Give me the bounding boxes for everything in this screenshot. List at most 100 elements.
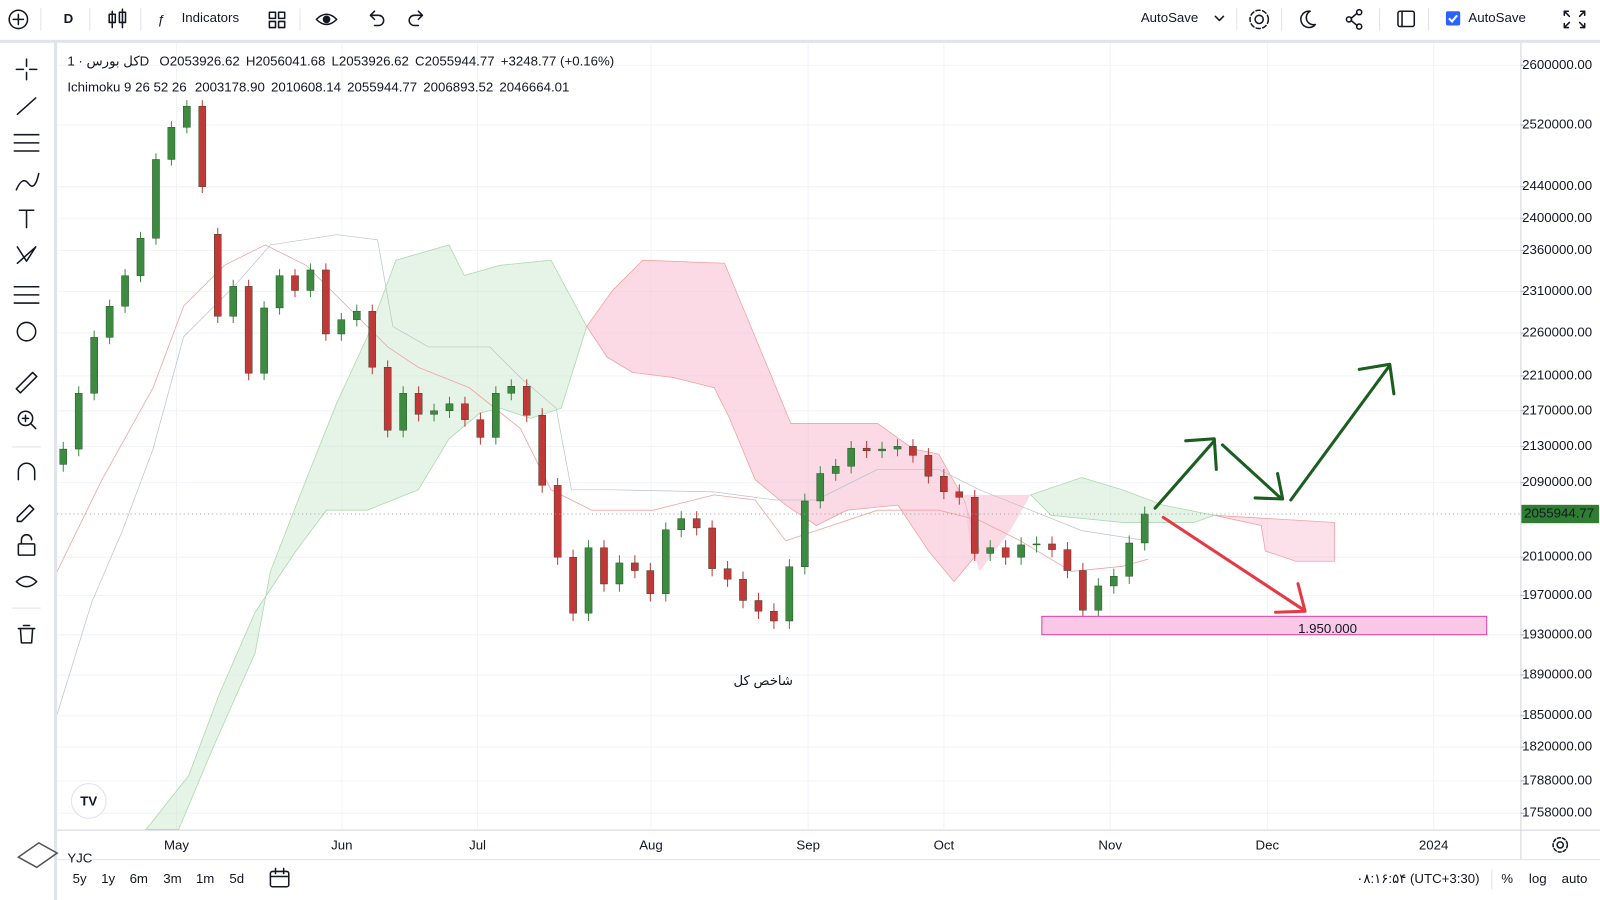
interval-button[interactable]: D	[64, 11, 74, 26]
watermark-icon	[16, 841, 59, 869]
range-button[interactable]: 5d	[229, 871, 244, 886]
share-button[interactable]	[1345, 8, 1363, 30]
candle-body	[167, 127, 176, 160]
annotations: 1.950.000 شاخص کل	[733, 362, 1488, 689]
clock[interactable]: ۰۸:۱۶:۵۴ (UTC+3:30)	[1356, 871, 1479, 886]
theme-button[interactable]	[1300, 10, 1317, 29]
range-button[interactable]: 1m	[196, 871, 214, 886]
crosshair-tool[interactable]	[15, 58, 38, 81]
magnet-tool[interactable]	[17, 462, 36, 481]
indicators-icon[interactable]: ƒ	[157, 12, 164, 27]
x-tick-label: Aug	[639, 837, 663, 852]
candles	[59, 100, 1149, 629]
candle-body	[229, 286, 237, 317]
brush-tool[interactable]	[15, 172, 40, 191]
candle-body	[615, 562, 624, 585]
candle-body	[74, 393, 83, 450]
ohlc-value: +3248.77 (+0.16%)	[501, 54, 614, 69]
y-tick-label: 2130000.00	[1522, 438, 1592, 453]
candle-body	[461, 403, 469, 420]
check-mark	[1448, 14, 1458, 23]
candle-body	[1032, 543, 1041, 546]
range-button[interactable]: 3m	[163, 871, 181, 886]
pattern-tool[interactable]	[16, 246, 37, 265]
candle-body	[754, 600, 763, 612]
fullscreen-button[interactable]	[1563, 10, 1586, 29]
candle-body	[136, 238, 145, 276]
toolbar-border	[0, 39, 1600, 43]
stay-drawing-tool[interactable]	[16, 504, 35, 523]
range-button[interactable]: 6m	[130, 871, 148, 886]
range-button[interactable]: 5y	[73, 871, 87, 886]
candle-body	[244, 286, 253, 374]
log-toggle[interactable]: log	[1529, 871, 1547, 886]
snapshot-button[interactable]	[1397, 10, 1416, 28]
candle-body	[121, 275, 129, 307]
candle-body	[708, 527, 716, 569]
x-tick-label: 2024	[1419, 837, 1448, 852]
percent-toggle[interactable]: %	[1501, 871, 1513, 886]
future-bearish-cloud	[1214, 514, 1336, 562]
forecast-tool[interactable]	[13, 285, 40, 304]
bearish-arrow	[1161, 515, 1307, 614]
left-toolbar	[12, 42, 58, 900]
top-toolbar: D ƒ Indicators AutoSave AutoSave	[0, 8, 1600, 43]
auto-toggle[interactable]: auto	[1562, 871, 1588, 886]
delete-tool[interactable]	[17, 624, 36, 644]
x-tick-label: Oct	[934, 837, 955, 852]
add-symbol-button[interactable]	[8, 9, 29, 30]
ichimoku-value: 2046664.01	[499, 79, 569, 94]
x-tick-label: Sep	[796, 837, 820, 852]
dropdown-arrow[interactable]	[1214, 15, 1225, 22]
target-label: 1.950.000	[1298, 621, 1357, 636]
visibility-button[interactable]	[315, 13, 338, 26]
undo-button[interactable]	[369, 10, 385, 27]
logo[interactable]	[70, 783, 107, 819]
trend-line-tool[interactable]	[16, 97, 37, 116]
bottom-bar-border	[57, 859, 1600, 861]
hide-tool[interactable]	[15, 575, 38, 588]
candle-body	[275, 275, 284, 309]
zoom-tool[interactable]	[17, 410, 37, 430]
lock-tool[interactable]	[17, 534, 36, 556]
chart-type-button[interactable]	[108, 8, 127, 29]
redo-button[interactable]	[408, 10, 424, 27]
candle-body	[399, 393, 407, 431]
axis-settings[interactable]	[1552, 836, 1569, 853]
candle-body	[862, 447, 871, 452]
price-axis-border	[1520, 42, 1522, 860]
symbol-title[interactable]: کل بورس · 1D	[67, 54, 149, 70]
y-tick-label: 1890000.00	[1522, 666, 1592, 681]
bullish-arrows	[1153, 362, 1396, 510]
fib-tool[interactable]	[13, 133, 40, 152]
candle-body	[631, 562, 639, 571]
text-tool[interactable]	[18, 209, 35, 229]
candle-body	[507, 386, 516, 394]
measure-tool[interactable]	[15, 371, 38, 394]
autosave-checkbox[interactable]	[1445, 11, 1461, 26]
autosave-menu[interactable]: AutoSave	[1141, 10, 1198, 25]
candle-body	[368, 311, 377, 368]
candle-body	[831, 466, 840, 474]
support-zone	[1041, 615, 1488, 636]
layouts-button[interactable]	[268, 11, 286, 29]
bearish-cloud	[964, 494, 1031, 572]
candle-body	[538, 415, 546, 486]
y-tick-label: 2090000.00	[1522, 474, 1592, 489]
candle-body	[569, 556, 577, 614]
indicators-button[interactable]: Indicators	[182, 10, 240, 25]
legend: کل بورس · 1D Ichimoku 9 26 52 26 O205392…	[67, 54, 614, 95]
autosave-label[interactable]: AutoSave	[1468, 10, 1525, 25]
candle-body	[1140, 513, 1149, 544]
candle-body	[692, 518, 701, 529]
go-to-date-button[interactable]	[269, 867, 290, 888]
candle-body	[662, 529, 670, 594]
y-tick-label: 2310000.00	[1522, 283, 1592, 298]
candle-body	[553, 485, 562, 558]
indicator-name[interactable]: Ichimoku 9 26 52 26	[67, 79, 186, 94]
emoji-tool[interactable]	[16, 321, 37, 342]
range-button[interactable]: 1y	[101, 871, 115, 886]
y-tick-label: 2520000.00	[1522, 117, 1592, 132]
settings-button[interactable]	[1249, 9, 1270, 30]
